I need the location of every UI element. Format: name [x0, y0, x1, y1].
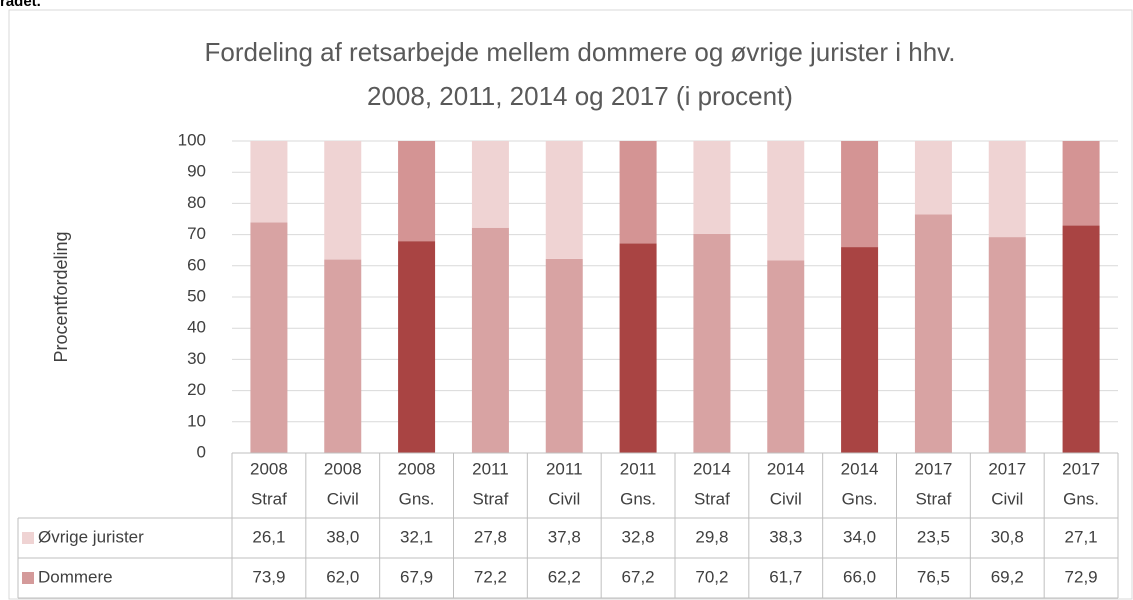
- x-tick-label: Civil: [770, 489, 802, 508]
- table-value: 72,9: [1065, 567, 1098, 586]
- bar-segment: [471, 227, 509, 453]
- table-value: 37,8: [548, 527, 581, 546]
- table-value: 38,3: [769, 527, 802, 546]
- table-value: 70,2: [695, 567, 728, 586]
- bar-segment: [841, 141, 879, 248]
- x-tick-label: Civil: [991, 489, 1023, 508]
- x-tick-label: Gns.: [620, 489, 656, 508]
- x-tick-label: Straf: [472, 489, 508, 508]
- bar-segment: [398, 241, 436, 453]
- x-tick-label: 2017: [988, 459, 1026, 478]
- x-tick-label: Straf: [251, 489, 287, 508]
- table-value: 73,9: [252, 567, 285, 586]
- y-tick-label: 50: [187, 286, 206, 305]
- y-tick-label: 80: [187, 193, 206, 212]
- bar-segment: [324, 141, 362, 260]
- legend-label: Øvrige jurister: [38, 527, 144, 546]
- x-tick-label: Gns.: [399, 489, 435, 508]
- table-value: 76,5: [917, 567, 950, 586]
- x-tick-label: 2014: [693, 459, 731, 478]
- bar-segment: [914, 214, 952, 453]
- bar-segment: [619, 141, 657, 244]
- table-value: 62,2: [548, 567, 581, 586]
- y-tick-label: 10: [187, 411, 206, 430]
- table-value: 69,2: [991, 567, 1024, 586]
- x-tick-label: 2011: [472, 459, 509, 478]
- table-value: 30,8: [991, 527, 1024, 546]
- bar-segment: [250, 222, 288, 453]
- table-value: 27,1: [1065, 527, 1098, 546]
- y-tick-label: 90: [187, 162, 206, 181]
- bar-segment: [1062, 141, 1100, 226]
- x-tick-label: 2008: [250, 459, 288, 478]
- table-value: 32,8: [622, 527, 655, 546]
- bar-segment: [545, 141, 583, 259]
- bar-segment: [914, 141, 952, 215]
- bar-segment: [471, 141, 509, 228]
- bar-segment: [767, 260, 805, 453]
- table-value: 67,9: [400, 567, 433, 586]
- bar-segment: [1062, 225, 1100, 453]
- table-value: 62,0: [326, 567, 359, 586]
- y-tick-label: 30: [187, 349, 206, 368]
- table-value: 72,2: [474, 567, 507, 586]
- chart-frame: [8, 9, 1133, 600]
- x-tick-label: 2014: [841, 459, 879, 478]
- y-tick-label: 60: [187, 255, 206, 274]
- x-tick-label: 2011: [546, 459, 583, 478]
- table-value: 61,7: [769, 567, 802, 586]
- legend-swatch: [22, 532, 34, 544]
- y-axis-label: Procentfordeling: [51, 231, 71, 362]
- bar-segment: [398, 141, 436, 242]
- table-value: 26,1: [252, 527, 285, 546]
- y-tick-label: 20: [187, 380, 206, 399]
- table-value: 67,2: [622, 567, 655, 586]
- y-tick-label: 70: [187, 224, 206, 243]
- x-tick-label: Straf: [915, 489, 951, 508]
- table-value: 27,8: [474, 527, 507, 546]
- x-tick-label: 2008: [398, 459, 436, 478]
- bar-segment: [693, 141, 731, 234]
- x-tick-label: 2008: [324, 459, 362, 478]
- table-value: 23,5: [917, 527, 950, 546]
- x-tick-label: Gns.: [1063, 489, 1099, 508]
- bar-segment: [619, 243, 657, 453]
- x-tick-label: Straf: [694, 489, 730, 508]
- table-value: 32,1: [400, 527, 433, 546]
- bar-segment: [841, 247, 879, 453]
- bar-segment: [693, 233, 731, 453]
- table-value: 38,0: [326, 527, 359, 546]
- legend-label: Dommere: [38, 567, 113, 586]
- bar-segment: [545, 258, 583, 453]
- chart-title: Fordeling af retsarbejde mellem dommere …: [205, 37, 956, 67]
- bar-segment: [767, 141, 805, 261]
- x-tick-label: Gns.: [842, 489, 878, 508]
- bar-segment: [988, 237, 1026, 453]
- table-value: 34,0: [843, 527, 876, 546]
- table-value: 66,0: [843, 567, 876, 586]
- x-tick-label: Civil: [327, 489, 359, 508]
- y-tick-label: 100: [178, 130, 206, 149]
- table-value: 29,8: [695, 527, 728, 546]
- page-fragment: rådet.: [0, 0, 41, 10]
- bar-segment: [250, 141, 288, 223]
- x-tick-label: Civil: [548, 489, 580, 508]
- bar-segment: [324, 259, 362, 453]
- x-tick-label: 2017: [915, 459, 953, 478]
- x-tick-label: 2011: [620, 459, 657, 478]
- bar-segment: [988, 141, 1026, 238]
- y-tick-label: 40: [187, 318, 206, 337]
- chart-title: 2008, 2011, 2014 og 2017 (i procent): [367, 81, 793, 111]
- x-tick-label: 2014: [767, 459, 805, 478]
- legend-swatch: [22, 572, 34, 584]
- x-tick-label: 2017: [1062, 459, 1100, 478]
- y-tick-label: 0: [197, 442, 206, 461]
